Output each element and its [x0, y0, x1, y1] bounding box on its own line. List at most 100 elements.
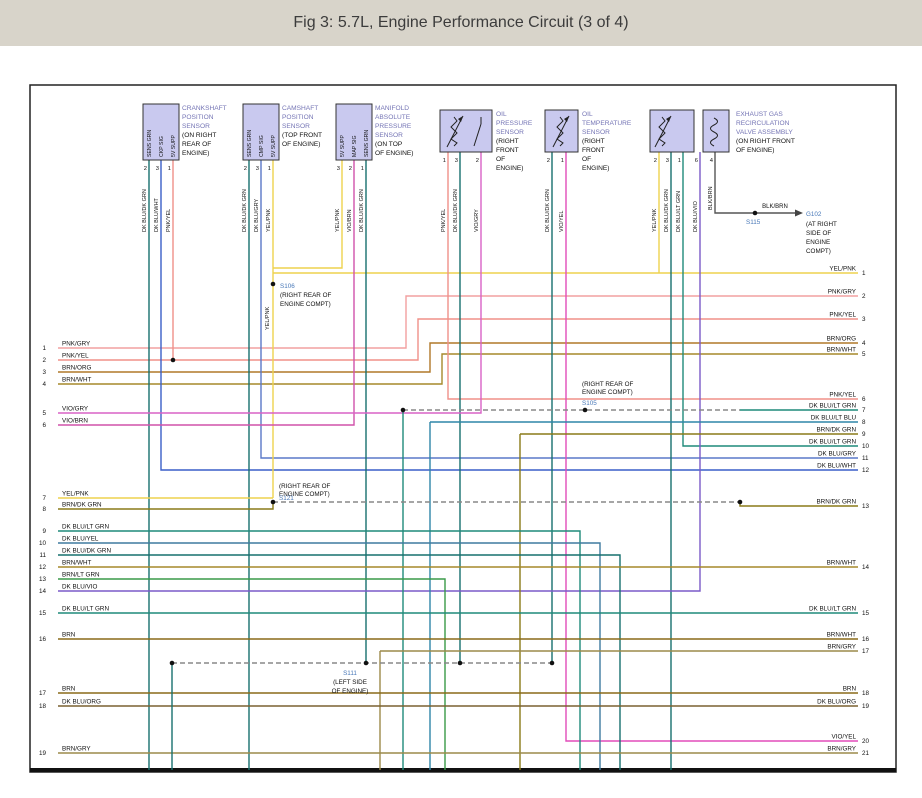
wire-color-label: DK BLU/LT GRN — [62, 524, 109, 531]
wire-color-label: DK BLU/LT GRN — [62, 606, 109, 613]
wire-color-label: VIO/BRN — [62, 418, 88, 425]
wire-color-label: BRN/DK GRN — [62, 502, 102, 509]
component-location: OF ENGINE) — [375, 150, 413, 157]
terminal-number: 8 — [862, 419, 866, 426]
component-name: RECIRCULATION — [736, 120, 790, 127]
diagram-border — [29, 84, 897, 773]
wire-color-label: DK BLU/ORG — [62, 699, 101, 706]
wire-color-label: DK BLU/DK GRN — [545, 189, 551, 232]
wire-color-label: BRN/DK GRN — [816, 427, 856, 434]
pin-label: SENS GRN — [364, 130, 370, 157]
pin-label: SENS GRN — [247, 130, 253, 157]
wire-color-label: YEL/PNK — [62, 491, 89, 498]
wire-color-label: PNK/YEL — [829, 392, 856, 399]
arrow-head-icon — [458, 116, 463, 122]
wire-color-label: DK BLU/LT BLU — [811, 415, 857, 422]
terminal-number: 4 — [862, 340, 866, 347]
wire — [58, 342, 858, 373]
terminal-number: 6 — [862, 396, 866, 403]
terminal-number: 5 — [862, 351, 866, 358]
junction-dot — [549, 660, 555, 666]
junction-dot — [752, 210, 758, 216]
arrow-head-icon — [666, 116, 671, 122]
junction-dot — [737, 499, 743, 505]
splice-location: ENGINE COMPT) — [582, 389, 633, 396]
wire-color-label: DK BLU/DK GRN — [242, 189, 248, 232]
splice-id: S115 — [746, 219, 761, 226]
terminal-number: 18 — [862, 690, 870, 697]
junction-dot — [363, 660, 369, 666]
component-name: POSITION — [282, 114, 314, 121]
component-box — [242, 103, 280, 161]
wire-color-label: YEL/PNK — [829, 266, 856, 273]
pin-number: 2 — [144, 166, 147, 172]
wire-color-label: DK BLU/WHT — [817, 463, 856, 470]
wire-color-label: VIO/GRY — [62, 406, 89, 413]
wire-color-label: DK BLU/GRY — [818, 451, 857, 458]
pin-label: 5V SUPP — [171, 135, 177, 157]
wire-color-label: BRN — [62, 686, 76, 693]
terminal-number: 10 — [862, 443, 870, 450]
wire-color-label: DK BLU/DK GRN — [453, 189, 459, 232]
pin-number: 3 — [156, 166, 159, 172]
pin-number: 1 — [168, 166, 171, 172]
junction-dot — [169, 660, 175, 666]
component-location: OF ENGINE) — [282, 141, 320, 148]
component-name: ABSOLUTE — [375, 114, 411, 121]
wire — [58, 160, 355, 426]
terminal-number: 4 — [42, 381, 46, 388]
component-name: VALVE ASSEMBLY — [736, 129, 793, 136]
terminal-number: 2 — [862, 293, 866, 300]
terminal-number: 12 — [39, 564, 47, 571]
wire-color-label: VIO/GRY — [474, 209, 480, 232]
wire-color-label: DK BLU/DK GRN — [142, 189, 148, 232]
terminal-number: 17 — [39, 690, 47, 697]
component-location: (RIGHT — [582, 138, 605, 145]
pin-number: 2 — [547, 158, 550, 164]
splice-location: (RIGHT REAR OF — [279, 483, 330, 490]
component-box — [702, 109, 730, 153]
component-name: SENSOR — [182, 123, 210, 130]
terminal-number: 8 — [42, 506, 46, 513]
component-box — [649, 109, 695, 153]
pin-number: 3 — [256, 166, 259, 172]
solenoid-coil-icon — [710, 117, 718, 147]
terminal-number: 16 — [862, 636, 870, 643]
wire-color-label: DK BLU/LT GRN — [809, 606, 856, 613]
wire-color-label: DK BLU/VIO — [693, 200, 699, 232]
component-name: POSITION — [182, 114, 214, 121]
terminal-number: 15 — [39, 610, 47, 617]
terminal-number: 15 — [862, 610, 870, 617]
component-name: CAMSHAFT — [282, 105, 318, 112]
title-bar: Fig 3: 5.7L, Engine Performance Circuit … — [0, 0, 922, 46]
splice-id: S105 — [582, 400, 597, 407]
pin-label: MAP SIG — [352, 135, 358, 157]
pin-label: 5V SUPP — [340, 135, 346, 157]
wire-color-label: BRN — [843, 686, 857, 693]
wire-color-label: BRN/WHT — [62, 377, 92, 384]
splice-id: S106 — [280, 283, 295, 290]
splice-id: S121 — [279, 495, 294, 502]
pin-number: 2 — [244, 166, 247, 172]
pin-label: 5V SUPP — [271, 135, 277, 157]
wire-color-label: BRN — [62, 632, 76, 639]
component-location: (TOP FRONT — [282, 132, 322, 139]
pin-number: 4 — [710, 158, 714, 164]
wire — [58, 530, 581, 770]
terminal-number: 3 — [862, 316, 866, 323]
terminal-number: 11 — [39, 552, 46, 559]
component-name: SENSOR — [375, 132, 403, 139]
wire-color-label: DK BLU/DK GRN — [664, 189, 670, 232]
ground-location: COMPT) — [806, 248, 831, 255]
component-name: EXHAUST GAS — [736, 111, 783, 118]
terminal-number: 3 — [42, 369, 46, 376]
terminal-number: 14 — [862, 564, 870, 571]
wire-color-label: PNK/YEL — [829, 312, 856, 319]
junction-dot — [400, 407, 406, 413]
wire — [58, 578, 446, 770]
splice-location: (LEFT SIDE — [333, 679, 367, 686]
wire — [58, 502, 274, 510]
component-location: ENGINE) — [582, 165, 609, 172]
junction-dot — [582, 407, 588, 413]
terminal-number: 1 — [42, 345, 46, 352]
